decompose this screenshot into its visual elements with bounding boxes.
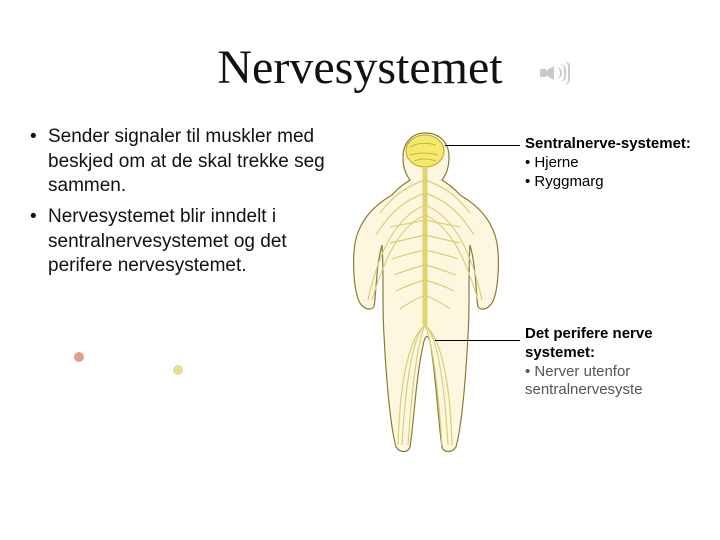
bullet-list: Sender signaler til muskler med beskjed … — [30, 125, 330, 285]
bullet-text: Nervesystemet blir inndelt i sentralnerv… — [48, 206, 287, 276]
diagram: Sentralnerve-systemet: • Hjerne • Ryggma… — [340, 125, 690, 475]
annotation-item: Nerver utenfor sentralnervesyste — [525, 363, 643, 399]
slide: Nervesystemet Sender signaler til muskle… — [0, 0, 720, 540]
annotation-heading: Det perifere nerve systemet: — [525, 325, 653, 361]
annotation-heading: Sentralnerve-systemet: — [525, 135, 691, 152]
body-figure — [340, 125, 510, 455]
decorative-dot — [74, 352, 84, 362]
annotation-item: Ryggmarg — [534, 173, 603, 190]
leader-line — [435, 340, 520, 341]
leader-line — [445, 145, 520, 146]
annotation-pns: Det perifere nerve systemet: • Nerver ut… — [525, 325, 720, 400]
list-item: Sender signaler til muskler med beskjed … — [30, 125, 330, 199]
list-item: Nervesystemet blir inndelt i sentralnerv… — [30, 205, 330, 279]
page-title: Nervesystemet — [30, 40, 690, 95]
annotation-cns: Sentralnerve-systemet: • Hjerne • Ryggma… — [525, 135, 705, 191]
bullet-text: Sender signaler til muskler med beskjed … — [48, 126, 325, 196]
content-row: Sender signaler til muskler med beskjed … — [30, 125, 690, 475]
decorative-dot — [173, 365, 183, 375]
annotation-item: Hjerne — [534, 154, 578, 171]
audio-icon[interactable] — [540, 58, 574, 88]
